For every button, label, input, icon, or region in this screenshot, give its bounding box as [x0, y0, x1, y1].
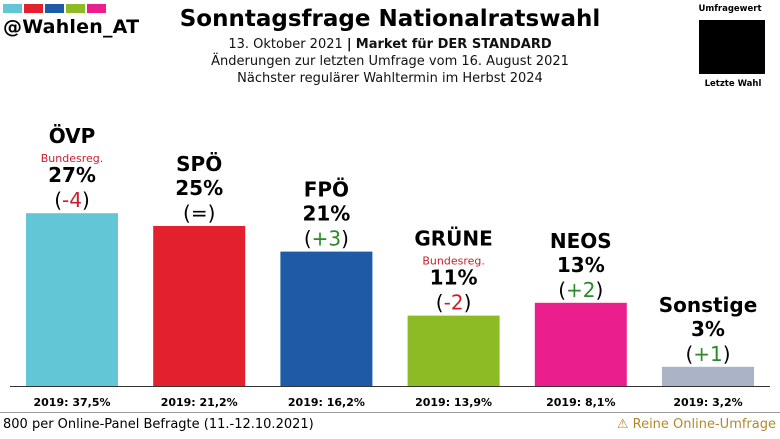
value-label-5: 13% — [557, 253, 605, 277]
bar-5 — [534, 302, 627, 386]
value-label-1: 27% — [48, 163, 96, 187]
party-label-6: Sonstige — [659, 293, 758, 317]
party-label-3: FPÖ — [304, 178, 349, 202]
previous-result-6: 2019: 3,2% — [673, 396, 742, 409]
legend-poll-label: Umfragewert — [698, 4, 762, 14]
online-warning: ⚠ Reine Online-Umfrage — [617, 417, 776, 432]
value-label-3: 21% — [302, 202, 350, 226]
logo-swatch-3 — [45, 4, 64, 13]
change-label-4: (-2) — [436, 291, 472, 315]
bar-3 — [280, 251, 373, 386]
logo-swatch-2 — [24, 4, 43, 13]
legend-election-label: Letzte Wahl — [704, 79, 762, 89]
government-badge-1: Bundesreg. — [41, 152, 104, 165]
previous-result-1: 2019: 37,5% — [33, 396, 110, 409]
next-election-note: Nächster regulärer Wahltermin im Herbst … — [237, 71, 543, 86]
change-label-1: (-4) — [54, 188, 90, 212]
change-label-6: (+1) — [685, 342, 730, 366]
party-label-1: ÖVP — [49, 124, 96, 148]
logo-swatch-4 — [66, 4, 85, 13]
party-label-5: NEOS — [550, 229, 612, 253]
change-label-2: (=) — [183, 201, 215, 225]
warning-text: Reine Online-Umfrage — [632, 417, 776, 432]
warning-icon: ⚠ — [616, 417, 629, 432]
logo-swatch-1 — [3, 4, 22, 13]
previous-result-5: 2019: 8,1% — [546, 396, 615, 409]
bar-2 — [153, 226, 246, 386]
value-label-2: 25% — [175, 176, 223, 200]
previous-result-2: 2019: 21,2% — [161, 396, 238, 409]
chart-title: Sonntagsfrage Nationalratswahl — [179, 6, 601, 32]
value-label-6: 3% — [691, 317, 725, 341]
logo-color-strip — [3, 4, 106, 13]
subtitle-date-line: 13. Oktober 2021 | Market für DER STANDA… — [0, 37, 780, 52]
sample-note: 800 per Online-Panel Befragte (11.-12.10… — [3, 417, 314, 432]
account-handle: @Wahlen_AT — [3, 16, 140, 38]
changes-note: Änderungen zur letzten Umfrage vom 16. A… — [211, 54, 569, 69]
logo-swatch-5 — [87, 4, 106, 13]
bar-6 — [662, 366, 754, 386]
value-label-4: 11% — [430, 266, 478, 290]
change-label-3: (+3) — [304, 227, 349, 251]
bar-1 — [26, 213, 118, 386]
change-label-5: (+2) — [558, 278, 603, 302]
legend-swatch — [699, 20, 765, 74]
party-label-4: GRÜNE — [414, 227, 492, 251]
previous-result-4: 2019: 13,9% — [415, 396, 492, 409]
survey-date: 13. Oktober 2021 — [228, 37, 343, 52]
party-label-2: SPÖ — [176, 152, 222, 176]
separator: | — [346, 37, 352, 52]
bar-4 — [407, 315, 500, 386]
survey-institute: Market für DER STANDARD — [355, 37, 552, 52]
previous-result-3: 2019: 16,2% — [288, 396, 365, 409]
government-badge-4: Bundesreg. — [422, 255, 485, 268]
